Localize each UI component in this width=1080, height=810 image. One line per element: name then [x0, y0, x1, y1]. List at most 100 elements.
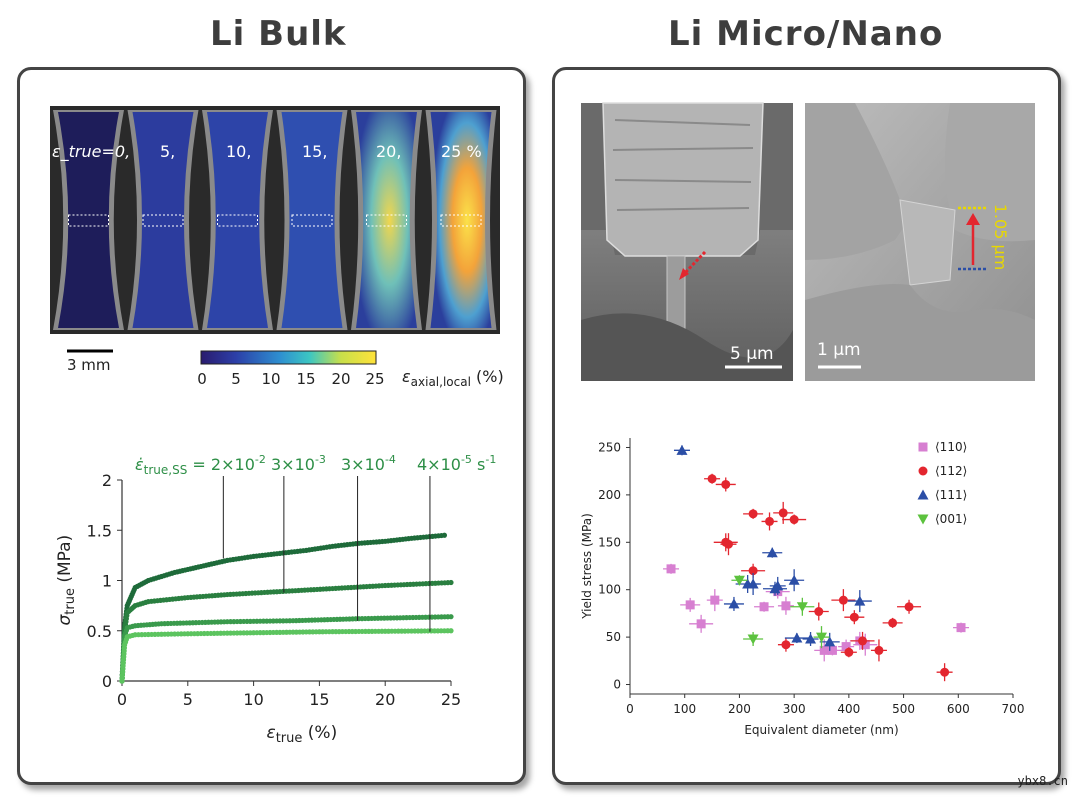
li-micro-nano-panel: 5 μm 1.05 μm 1 μm 0 100 200 300 400 500 600 700… [552, 67, 1061, 785]
ys-y-tick-label: 100 [598, 583, 621, 597]
colorbar-label: εaxial,local (%) [402, 367, 504, 389]
ys-y-tick-label: 0 [613, 678, 621, 692]
ys-legend-label-0: ⟨110⟩ [935, 440, 967, 454]
ys-data-point [888, 618, 898, 628]
colorbar-ticks: 0 5 10 15 20 25 [197, 370, 384, 388]
scale-bar-label: 3 mm [67, 356, 111, 374]
ss-x-tick-label: 25 [441, 690, 461, 709]
svg-text:5: 5 [231, 370, 241, 388]
ys-data-point [918, 466, 928, 476]
svg-text:10: 10 [261, 370, 280, 388]
strain-label-5: 5, [160, 142, 175, 161]
ys-data-point [849, 612, 859, 622]
ys-data-point [723, 539, 733, 549]
ss-y-axis-label: σtrue (MPa) [55, 535, 78, 626]
specimen-field-4 [356, 112, 417, 328]
ys-data-point [748, 509, 758, 519]
ys-data-point [904, 602, 914, 612]
specimen-image-strip [50, 106, 500, 334]
ys-data-point [805, 633, 817, 644]
ys-data-point [747, 578, 759, 589]
ys-x-tick-label: 500 [892, 702, 915, 716]
specimen-field-2 [207, 112, 268, 328]
ys-data-point [676, 444, 688, 455]
ys-x-tick-label: 100 [673, 702, 696, 716]
ys-data-point [766, 547, 778, 558]
sem-image-pillar: 5 μm [581, 102, 793, 381]
ys-data-point [917, 514, 929, 525]
ys-data-point [772, 580, 784, 591]
ys-data-point [759, 602, 769, 612]
ys-data-point [707, 474, 717, 484]
ss-y-tick-label: 0 [102, 672, 112, 691]
sem-image-neck: 1.05 μm 1 μm [805, 103, 1035, 381]
ys-data-point [827, 645, 837, 655]
ys-legend-label-3: ⟨001⟩ [935, 512, 967, 526]
strain-label-20: 20, [376, 142, 401, 161]
ys-y-tick-label: 250 [598, 440, 621, 454]
ys-data-point [765, 516, 775, 526]
svg-text:25: 25 [365, 370, 384, 388]
li-bulk-figure: ε_true=0, 5, 10, 15, 20, 25 % 3 mm 0 5 1… [50, 106, 504, 746]
ys-data-point [940, 667, 950, 677]
li-micro-nano-figure: 5 μm 1.05 μm 1 μm 0 100 200 300 400 500 600 700… [580, 102, 1035, 737]
ys-data-point [844, 647, 854, 657]
ys-legend: ⟨110⟩ ⟨112⟩ ⟨111⟩ ⟨001⟩ [917, 440, 967, 526]
ys-data-point [956, 623, 966, 633]
ys-data-point [874, 645, 884, 655]
sem-right-scalebar-label: 1 μm [817, 340, 861, 360]
ss-y-tick-label: 0.5 [87, 622, 112, 641]
ss-rate-label-0: ε̇true,SS = 2×10-2 [135, 453, 266, 477]
ys-series-1 [704, 473, 953, 682]
ys-data-point [917, 489, 929, 500]
ss-x-axis-label: εtrue (%) [267, 723, 338, 746]
strain-label-25: 25 % [441, 142, 482, 161]
ss-rate-label-3: 4×10-5 s-1 [417, 453, 496, 474]
ys-legend-label-2: ⟨111⟩ [935, 488, 967, 502]
ss-y-tick-label: 1.5 [87, 521, 112, 540]
ys-x-tick-label: 700 [1002, 702, 1025, 716]
ss-y-tick-label: 1 [102, 572, 112, 591]
strain-label-10: 10, [226, 142, 251, 161]
ys-data-point [814, 607, 824, 617]
ys-data-point [733, 575, 745, 586]
svg-text:15: 15 [296, 370, 315, 388]
ys-data-point [710, 595, 720, 605]
ss-data-point [441, 532, 448, 538]
ss-series-3 [119, 628, 454, 684]
ss-y-tick-label: 2 [102, 471, 112, 490]
ys-data-point [918, 442, 928, 452]
watermark: ybx8.cn [1017, 774, 1068, 788]
ys-x-tick-label: 0 [626, 702, 634, 716]
ys-x-axis-label: Equivalent diameter (nm) [744, 723, 898, 737]
li-micro-nano-title: Li Micro/Nano [668, 14, 944, 54]
ss-data-point [448, 614, 454, 620]
colorbar [200, 350, 377, 365]
ss-x-tick-label: 10 [243, 690, 263, 709]
stress-strain-chart: 0 5 10 15 20 25 0 0.5 1 1.5 2 εtrue (%) σtrue (MPa) ε… [55, 453, 496, 746]
ys-y-tick-label: 50 [606, 630, 621, 644]
ss-x-tick-label: 15 [309, 690, 329, 709]
ys-data-point [781, 601, 791, 611]
ys-y-axis-label: Yield stress (MPa) [580, 513, 594, 619]
sem-left-scalebar-label: 5 μm [730, 344, 774, 364]
ys-data-point [860, 640, 870, 650]
specimen-field-5 [430, 112, 492, 328]
strain-label-15: 15, [302, 142, 327, 161]
ss-series-0 [119, 532, 448, 684]
ss-rate-label-1: 3×10-3 [271, 453, 326, 474]
ys-data-point [685, 600, 695, 610]
ys-data-point [696, 619, 706, 629]
ys-x-tick-label: 400 [837, 702, 860, 716]
yield-stress-chart: 0 100 200 300 400 500 600 700 0 50 100 150 200 250 Equ… [580, 438, 1024, 737]
sem-height-label: 1.05 μm [991, 204, 1010, 270]
li-bulk-panel: ε_true=0, 5, 10, 15, 20, 25 % 3 mm 0 5 1… [17, 67, 526, 785]
ys-y-tick-label: 150 [598, 535, 621, 549]
ys-legend-label-1: ⟨112⟩ [935, 464, 967, 478]
ys-data-point [854, 595, 866, 606]
ss-x-tick-label: 0 [117, 690, 127, 709]
ys-data-point [788, 574, 800, 585]
li-bulk-title: Li Bulk [210, 14, 347, 54]
strain-label-0: ε_true=0, [52, 142, 130, 162]
ys-x-tick-label: 200 [728, 702, 751, 716]
